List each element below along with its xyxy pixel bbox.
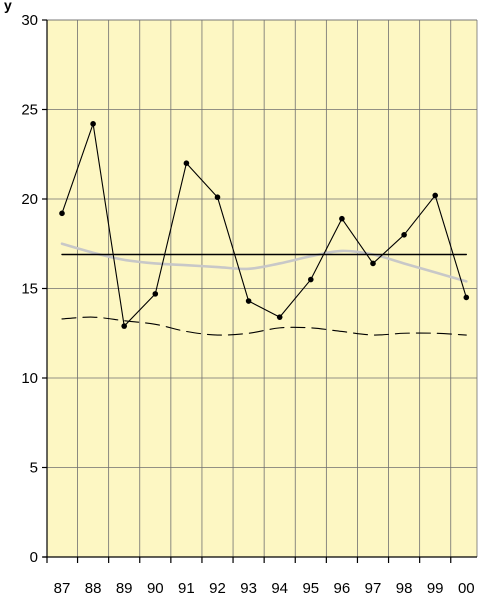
- series-gray-trend-line: [60, 242, 468, 283]
- y-tick-label: 10: [21, 370, 38, 387]
- data-point: [339, 215, 345, 222]
- tick-labels: 0 5 10 15 20 25 30 87 88 89 90 91 92 93 94 95 96 97 98 99 00: [21, 12, 474, 597]
- x-tick-label: 96: [334, 580, 351, 597]
- data-point: [90, 121, 96, 127]
- x-tick-label: 90: [147, 580, 164, 597]
- x-tick-label: 98: [396, 580, 413, 597]
- y-tick-label: 20: [21, 191, 38, 208]
- data-point: [59, 210, 65, 217]
- axes: [42, 19, 477, 563]
- x-tick-label: 99: [427, 580, 444, 597]
- y-tick-label: 5: [30, 460, 38, 477]
- series-dashed-line: [61, 316, 467, 336]
- data-point: [245, 298, 252, 304]
- data-point: [183, 160, 190, 166]
- y-tick-label: 25: [21, 102, 38, 119]
- x-tick-label: 94: [271, 580, 288, 597]
- data-point: [214, 194, 221, 201]
- marker-layer: [59, 121, 470, 329]
- data-point: [463, 294, 470, 301]
- x-tick-label: 95: [302, 580, 319, 597]
- x-tick-label: 89: [116, 580, 133, 597]
- y-tick-label: 15: [21, 281, 38, 298]
- x-tick-label: 92: [209, 580, 226, 597]
- x-tick-label: 88: [85, 580, 102, 597]
- top-left-text-fragment: y: [4, 0, 12, 13]
- data-point: [432, 192, 439, 199]
- data-point: [401, 232, 407, 238]
- y-tick-label: 30: [21, 12, 38, 29]
- y-tick-label: 0: [30, 549, 38, 566]
- series-main-line: [61, 123, 467, 327]
- x-tick-label: 00: [458, 580, 475, 597]
- x-tick-label: 93: [240, 580, 257, 597]
- data-point: [121, 323, 127, 329]
- data-point: [370, 260, 376, 267]
- x-tick-label: 91: [178, 580, 195, 597]
- data-point: [308, 276, 314, 283]
- data-point: [152, 291, 159, 297]
- data-point: [276, 314, 283, 320]
- series-layer: [60, 123, 468, 336]
- x-tick-label: 97: [365, 580, 382, 597]
- x-tick-label: 87: [54, 580, 71, 597]
